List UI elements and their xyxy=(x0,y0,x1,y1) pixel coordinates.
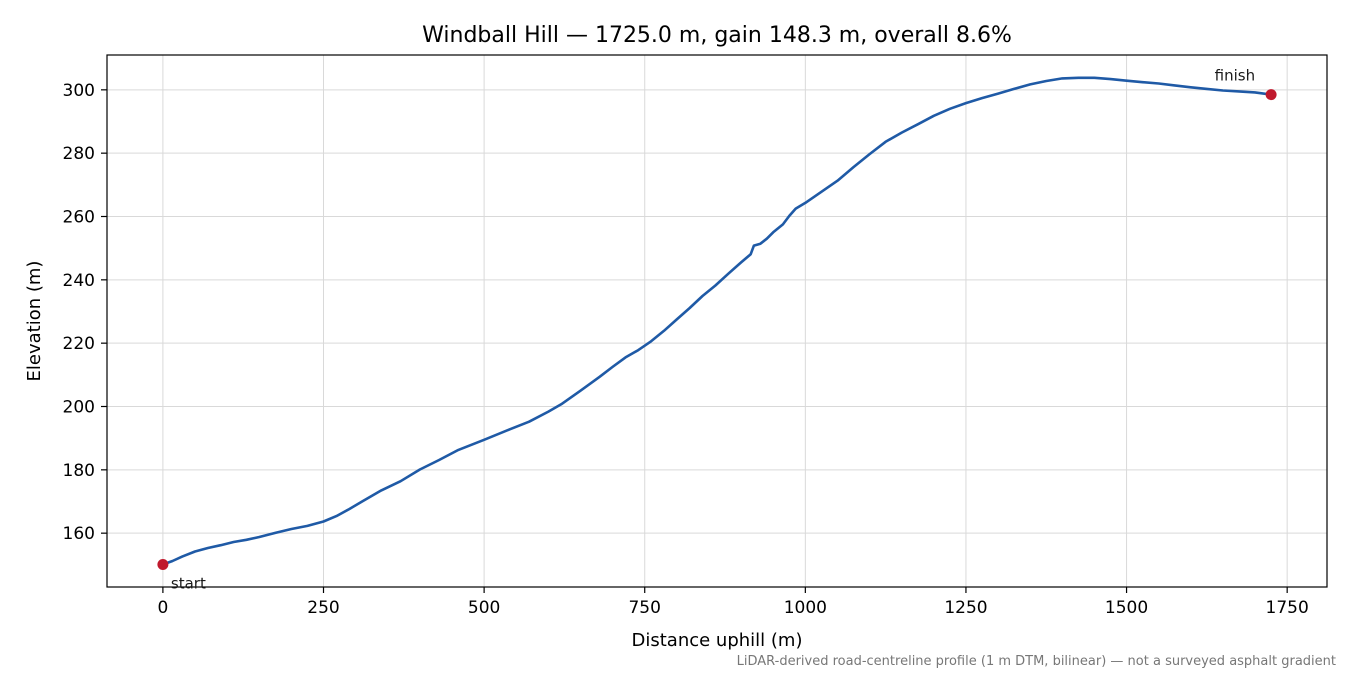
x-tick-label: 500 xyxy=(468,598,500,618)
grid xyxy=(107,55,1327,587)
y-tick-label: 240 xyxy=(63,271,95,291)
finish-label: finish xyxy=(1215,67,1255,85)
x-tick-label: 0 xyxy=(157,598,168,618)
y-tick-label: 300 xyxy=(63,81,95,101)
x-tick-label: 750 xyxy=(628,598,660,618)
y-tick-label: 220 xyxy=(63,334,95,354)
y-tick-label: 180 xyxy=(63,461,95,481)
x-tick-label: 1750 xyxy=(1266,598,1309,618)
y-tick-label: 280 xyxy=(63,144,95,164)
start-label: start xyxy=(171,575,206,593)
finish-marker xyxy=(1265,89,1277,101)
endpoint-markers: start finish xyxy=(157,67,1277,593)
plot-area xyxy=(106,54,1328,588)
x-axis-label: Distance uphill (m) xyxy=(632,630,803,651)
y-tick-label: 200 xyxy=(63,398,95,418)
x-tick-label: 1250 xyxy=(944,598,987,618)
x-tick-label: 1500 xyxy=(1105,598,1148,618)
x-tick-label: 250 xyxy=(307,598,339,618)
start-marker xyxy=(157,559,169,571)
axis-ticks: 0 250 500 750 1000 1250 1500 1750 160 180 200 220 24… xyxy=(63,81,1309,618)
footnote: LiDAR-derived road-centreline profile (1… xyxy=(737,654,1336,669)
elevation-line xyxy=(161,76,1273,566)
y-tick-label: 260 xyxy=(63,208,95,228)
y-tick-label: 160 xyxy=(63,524,95,544)
y-axis-label: Elevation (m) xyxy=(24,261,45,382)
chart-title: Windball Hill — 1725.0 m, gain 148.3 m, … xyxy=(422,23,1012,48)
x-tick-label: 1000 xyxy=(784,598,827,618)
